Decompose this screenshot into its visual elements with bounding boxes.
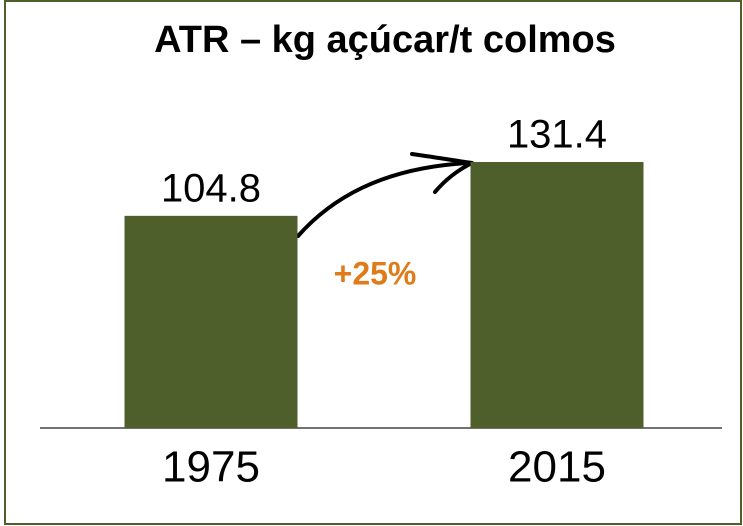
x-tick-label: 2015 (508, 443, 606, 492)
chart-title: ATR – kg açúcar/t colmos (154, 19, 616, 61)
arrow (296, 161, 470, 238)
value-label: 131.4 (507, 113, 607, 157)
bar (470, 162, 644, 428)
frame (4, 0, 742, 525)
bar (124, 215, 298, 428)
value-label: 104.8 (161, 166, 261, 210)
arrow-head (410, 152, 474, 194)
annotation: +25% (334, 255, 417, 291)
x-tick-label: 1975 (162, 443, 260, 492)
